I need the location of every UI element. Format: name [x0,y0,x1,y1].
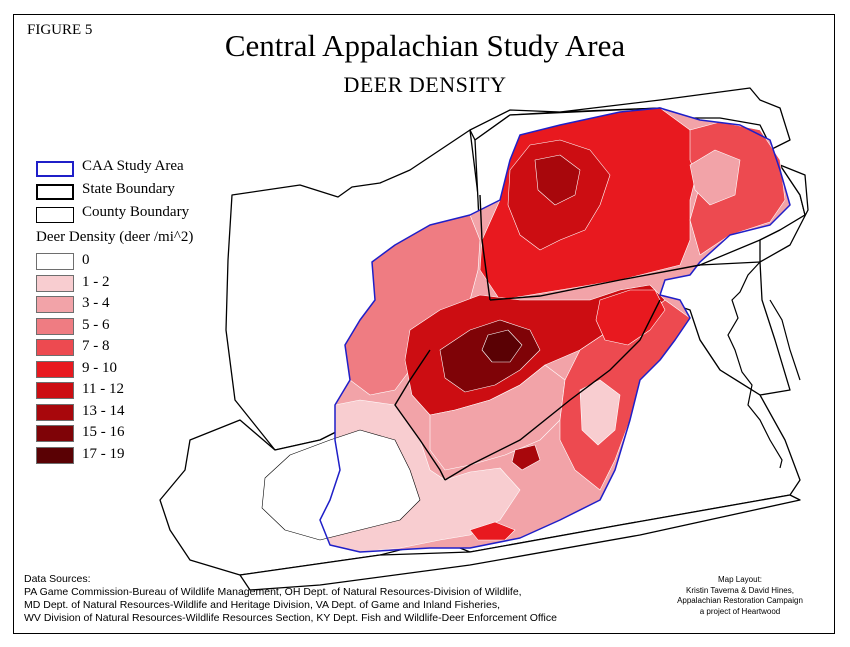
density-class-label: 13 - 14 [82,402,125,419]
density-class-label: 9 - 10 [82,359,117,376]
tennessee-outline [239,494,801,591]
density-legend-title: Deer Density (deer /mi^2) [36,229,194,245]
density-class-row: 0 [36,251,236,271]
density-class-label: 7 - 8 [82,338,110,354]
map-title: Central Appalachian Study Area [224,28,626,63]
density-class-label: 15 - 16 [82,424,125,440]
map-subtitle: DEER DENSITY [343,72,507,97]
density-swatch [36,382,74,399]
new-jersey-outline [759,164,809,263]
zone-13-14-va [511,444,541,471]
density-class-row: 7 - 8 [36,337,236,357]
figure-label: FIGURE 5 [27,22,93,38]
density-class-row: 13 - 14 [36,402,236,422]
data-sources: Data Sources: PA Game Commission-Bureau … [24,573,557,625]
density-class-label: 17 - 19 [82,445,125,462]
zone-17-19-wv [481,329,523,363]
density-class-row: 11 - 12 [36,380,236,400]
density-class-label: 0 [82,252,90,268]
density-swatch [36,403,74,421]
legend-county-boundary: County Boundary [36,204,266,224]
zone-9-10-va-south [469,521,516,541]
density-class-row: 15 - 16 [36,423,236,443]
density-swatch [36,317,74,335]
legend-state-boundary: State Boundary [36,181,266,201]
density-swatch [36,425,74,442]
density-class-label: 3 - 4 [82,295,110,311]
zone-13-14-pa [534,154,581,206]
legend-caa-study-area: CAA Study Area [36,158,266,178]
data-sources-line: WV Division of Natural Resources-Wildlif… [24,612,557,624]
data-sources-line: MD Dept. of Natural Resources-Wildlife a… [24,599,501,611]
caa-study-area-symbol [36,161,74,177]
layout-credit-line: a project of Heartwood [699,606,781,616]
county-boundary-symbol [36,207,74,223]
caa-study-area-outline [319,107,791,553]
density-class-row: 5 - 6 [36,316,236,336]
density-swatch [36,360,74,378]
density-swatch [36,296,74,313]
layout-credit-line: Map Layout: [717,575,763,584]
density-class-row: 17 - 19 [36,445,236,465]
density-swatch [36,446,74,464]
layout-credit-line: Appalachian Restoration Campaign [677,596,803,605]
density-swatch [36,274,74,292]
zone-9-10-va [595,289,666,346]
legend-label: CAA Study Area [82,158,184,174]
density-class-row: 9 - 10 [36,359,236,379]
zone-1-2-va [579,379,621,446]
density-class-label: 1 - 2 [82,273,110,290]
density-class-label: 5 - 6 [82,316,110,333]
density-class-row: 1 - 2 [36,273,236,293]
state-boundary-symbol [36,184,74,200]
data-sources-heading: Data Sources: [24,573,91,585]
layout-credit: Map Layout: Kristin Taverna & David Hine… [640,575,840,617]
interior-state-lines [394,194,701,481]
density-swatch [36,339,74,356]
density-class-label: 11 - 12 [82,381,124,397]
chesapeake-coastline [727,261,801,469]
zone-3-4-ne-pa [689,149,741,206]
legend-label: County Boundary [82,204,190,220]
zone-0 [261,429,421,541]
density-class-row: 3 - 4 [36,294,236,314]
data-sources-line: PA Game Commission-Bureau of Wildlife Ma… [24,586,522,598]
layout-credit-line: Kristin Taverna & David Hines, [686,585,794,595]
density-swatch [36,253,74,270]
legend-label: State Boundary [82,181,175,197]
